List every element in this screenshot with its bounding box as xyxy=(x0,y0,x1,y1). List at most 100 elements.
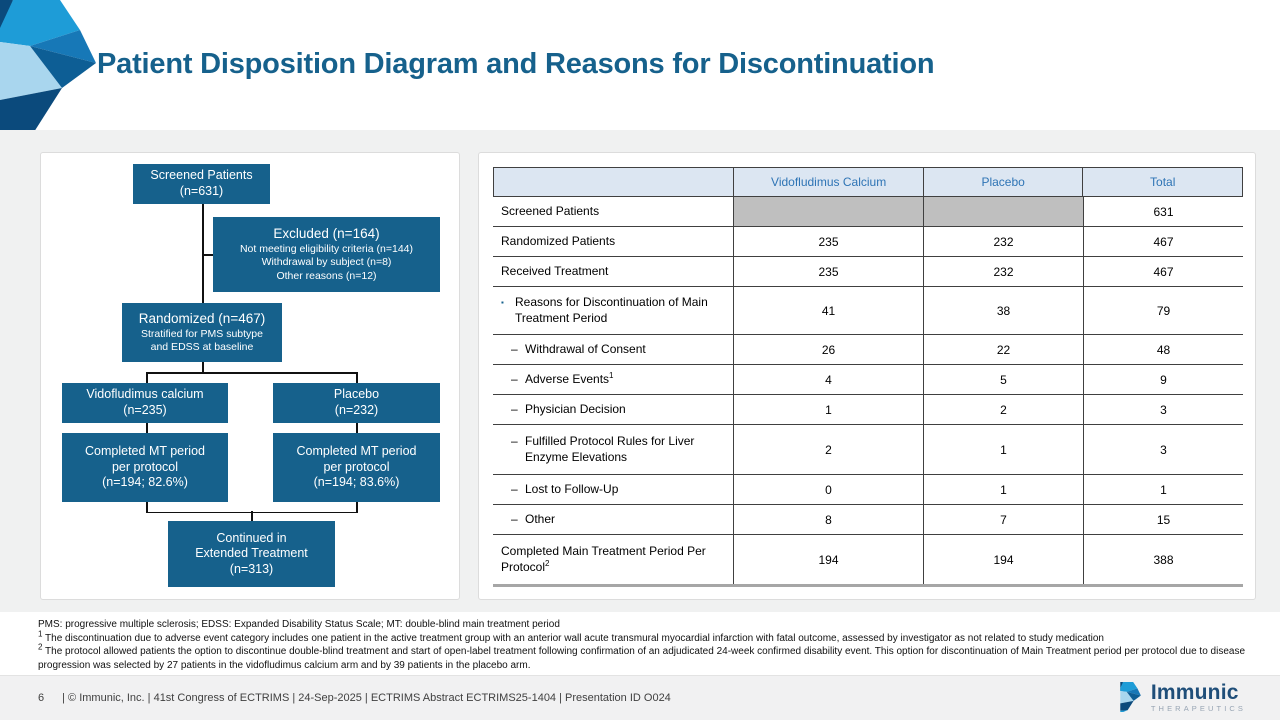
row-label: Screened Patients xyxy=(501,203,600,218)
row-label: – Physician Decision xyxy=(511,401,626,416)
connector-line xyxy=(146,372,357,374)
connector-line xyxy=(146,502,148,513)
connector-line xyxy=(146,423,148,433)
slide-footer: 6 | © Immunic, Inc. | 41st Congress of E… xyxy=(0,675,1280,720)
flow-box-text: Withdrawal by subject (n=8) xyxy=(261,256,392,269)
table-row: – Withdrawal of Consent 26 22 48 xyxy=(493,335,1243,365)
table-row: Randomized Patients 235 232 467 xyxy=(493,227,1243,257)
footnote-abbreviations: PMS: progressive multiple sclerosis; EDS… xyxy=(38,619,560,630)
table-cell: 8 xyxy=(733,505,923,534)
row-label: – Lost to Follow-Up xyxy=(511,481,619,496)
page-title: Patient Disposition Diagram and Reasons … xyxy=(97,48,935,80)
bullet-icon: ▪ xyxy=(501,297,504,307)
flow-box-text: (n=232) xyxy=(334,403,379,417)
table-cell: 4 xyxy=(733,365,923,394)
flow-box-text: Placebo xyxy=(333,387,380,402)
logo-brand-text: Immunic xyxy=(1150,681,1239,704)
flow-box-text: (n=194; 83.6%) xyxy=(313,475,400,490)
flow-box-vidofludimus-arm: Vidofludimus calcium (n=235) xyxy=(62,383,228,423)
flow-box-text: (n=194; 82.6%) xyxy=(102,475,188,490)
table-cell: 5 xyxy=(923,365,1083,394)
table-row: – Fulfilled Protocol Rules for Liver Enzy… xyxy=(493,425,1243,475)
connector-line xyxy=(356,372,358,383)
table-cell: 194 xyxy=(923,535,1083,584)
flow-box-text: Vidofludimus calcium xyxy=(86,387,204,402)
row-label: Received Treatment xyxy=(501,263,609,278)
row-label: – Fulfilled Protocol Rules for Liver Enzy… xyxy=(511,433,695,464)
footnote-marker: 2 xyxy=(545,558,550,568)
table-header-cell: Placebo xyxy=(922,168,1083,196)
table-header-row: Vidofludimus Calcium Placebo Total xyxy=(493,167,1243,197)
flow-box-text: Screened Patients xyxy=(150,168,253,183)
table-cell: 1 xyxy=(733,395,923,424)
flow-box-completed-active: Completed MT period per protocol (n=194;… xyxy=(62,433,228,502)
table-cell: 235 xyxy=(733,257,923,286)
row-label: Completed Main Treatment Period Per Prot… xyxy=(501,543,706,574)
dash-icon: – xyxy=(511,401,518,416)
table-cell: 2 xyxy=(923,395,1083,424)
flow-box-text: Completed MT period xyxy=(85,444,205,459)
table-cell: 41 xyxy=(733,287,923,334)
row-label: – Adverse Events1 xyxy=(511,370,614,386)
flow-box-text: (n=313) xyxy=(229,561,274,576)
flow-box-text: per protocol xyxy=(111,459,178,474)
row-label: ▪ Reasons for Discontinuation of Main Tre… xyxy=(501,294,708,325)
table-cell xyxy=(923,197,1083,226)
flow-box-placebo-arm: Placebo (n=232) xyxy=(273,383,440,423)
table-cell: 232 xyxy=(923,257,1083,286)
footer-text: | © Immunic, Inc. | 41st Congress of ECT… xyxy=(62,692,671,704)
footnote-marker: 1 xyxy=(609,370,614,380)
table-row: – Lost to Follow-Up 0 1 1 xyxy=(493,475,1243,505)
connector-line xyxy=(356,423,358,433)
table-row: Completed Main Treatment Period Per Prot… xyxy=(493,535,1243,587)
flow-box-text: Stratified for PMS subtype xyxy=(141,327,263,340)
table-cell: 0 xyxy=(733,475,923,504)
table-cell: 1 xyxy=(1083,475,1243,504)
row-label: – Other xyxy=(511,511,556,526)
table-header-cell: Total xyxy=(1082,168,1242,196)
table-cell: 22 xyxy=(923,335,1083,364)
table-row: Screened Patients 631 xyxy=(493,197,1243,227)
connector-line xyxy=(202,362,204,374)
table-cell: 235 xyxy=(733,227,923,256)
flow-box-extended-treatment: Continued in Extended Treatment (n=313) xyxy=(168,521,335,587)
connector-line xyxy=(202,203,204,304)
table-cell: 467 xyxy=(1083,257,1243,286)
flow-box-completed-placebo: Completed MT period per protocol (n=194;… xyxy=(273,433,440,502)
immunic-logo: Immunic THERAPEUTICS xyxy=(1118,682,1246,713)
footnote-1: 1 The discontinuation due to adverse eve… xyxy=(38,629,1104,644)
flow-box-text: Completed MT period xyxy=(296,444,417,459)
flow-box-text: Continued in xyxy=(216,530,287,545)
row-label: – Withdrawal of Consent xyxy=(511,341,646,356)
table-cell: 26 xyxy=(733,335,923,364)
table-row: ▪ Reasons for Discontinuation of Main Tre… xyxy=(493,287,1243,335)
table-cell xyxy=(733,197,923,226)
flow-box-text: (n=235) xyxy=(123,403,167,417)
flow-box-text: Randomized (n=467) xyxy=(138,310,266,326)
table-cell: 2 xyxy=(733,425,923,474)
table-cell: 9 xyxy=(1083,365,1243,394)
gem-decoration-icon xyxy=(0,0,96,140)
flow-box-text: Excluded (n=164) xyxy=(273,226,380,242)
table-cell: 38 xyxy=(923,287,1083,334)
table-header-cell xyxy=(494,168,733,196)
table-cell: 3 xyxy=(1083,425,1243,474)
connector-line xyxy=(251,511,253,521)
immunic-gem-icon xyxy=(1120,682,1141,713)
table-cell: 48 xyxy=(1083,335,1243,364)
flow-box-screened: Screened Patients (n=631) xyxy=(133,164,270,204)
dash-icon: – xyxy=(511,481,518,496)
page-number: 6 xyxy=(38,692,45,704)
dash-icon: – xyxy=(511,341,518,356)
table-row: – Physician Decision 1 2 3 xyxy=(493,395,1243,425)
table-cell: 194 xyxy=(733,535,923,584)
table-cell: 3 xyxy=(1083,395,1243,424)
table-cell: 388 xyxy=(1083,535,1243,584)
flow-box-text: and EDSS at baseline xyxy=(150,340,254,353)
flow-box-text: (n=631) xyxy=(179,184,224,198)
connector-line xyxy=(146,372,148,383)
connector-line xyxy=(356,502,358,513)
dash-icon: – xyxy=(511,511,518,526)
table-cell: 1 xyxy=(923,475,1083,504)
flow-box-text: Extended Treatment xyxy=(195,546,308,561)
